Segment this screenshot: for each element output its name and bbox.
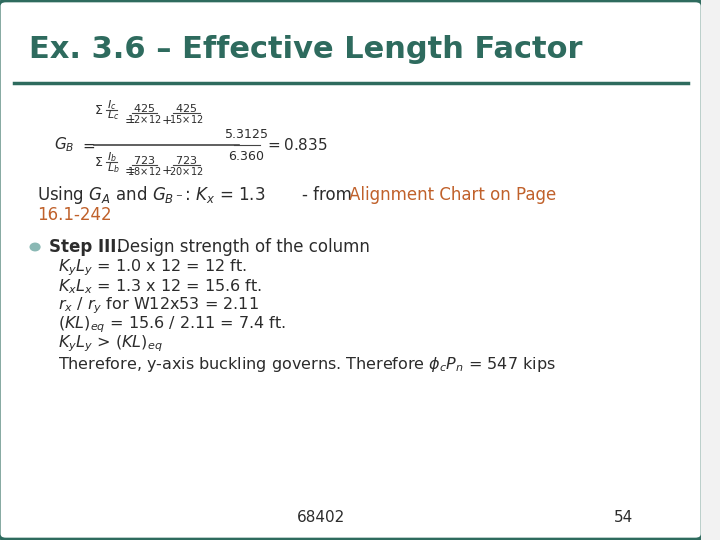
- Text: $K_x L_x$ = 1.3 x 12 = 15.6 ft.: $K_x L_x$ = 1.3 x 12 = 15.6 ft.: [58, 278, 263, 296]
- Text: $5.3125$: $5.3125$: [224, 129, 269, 141]
- Text: $= 0.835$: $= 0.835$: [265, 137, 328, 153]
- Text: $723$: $723$: [175, 154, 197, 166]
- Text: - from: - from: [302, 186, 357, 204]
- Text: $G_B\/$: $G_B\/$: [53, 136, 74, 154]
- Text: $I_b$: $I_b$: [107, 150, 117, 164]
- Text: Therefore, y-axis buckling governs. Therefore $\phi_c P_n$ = 547 kips: Therefore, y-axis buckling governs. Ther…: [58, 355, 556, 375]
- Circle shape: [30, 243, 40, 251]
- Text: $723$: $723$: [133, 154, 156, 166]
- Text: Alignment Chart on Page: Alignment Chart on Page: [348, 186, 556, 204]
- Text: $I_c$: $I_c$: [107, 98, 117, 112]
- Text: $L_b$: $L_b$: [107, 161, 120, 175]
- Text: $K_y L_y$ > $(KL)_{eq}$: $K_y L_y$ > $(KL)_{eq}$: [58, 334, 163, 354]
- Text: 68402: 68402: [297, 510, 346, 525]
- Text: $18\!\times\!12$: $18\!\times\!12$: [127, 165, 161, 177]
- Text: $=$: $=$: [122, 113, 135, 126]
- Text: $425$: $425$: [175, 102, 197, 114]
- Text: 16.1-242: 16.1-242: [37, 206, 112, 224]
- Text: $425$: $425$: [133, 102, 156, 114]
- Text: $=$: $=$: [80, 138, 96, 152]
- Text: $20\!\times\!12$: $20\!\times\!12$: [168, 165, 203, 177]
- Text: $+$: $+$: [161, 113, 172, 126]
- Text: Step III.: Step III.: [49, 238, 122, 256]
- Text: $=$: $=$: [122, 164, 135, 177]
- FancyBboxPatch shape: [0, 1, 703, 539]
- Text: $(KL)_{eq}$ = 15.6 / 2.11 = 7.4 ft.: $(KL)_{eq}$ = 15.6 / 2.11 = 7.4 ft.: [58, 315, 287, 335]
- Text: $\Sigma$: $\Sigma$: [94, 156, 104, 168]
- Text: Ex. 3.6 – Effective Length Factor: Ex. 3.6 – Effective Length Factor: [30, 36, 582, 64]
- Text: $K_y L_y$ = 1.0 x 12 = 12 ft.: $K_y L_y$ = 1.0 x 12 = 12 ft.: [58, 258, 248, 278]
- Text: 54: 54: [613, 510, 633, 525]
- Text: $15\!\times\!12$: $15\!\times\!12$: [168, 113, 203, 125]
- Text: Using $G_A$ and $G_{B^-}$: $K_x$ = 1.3: Using $G_A$ and $G_{B^-}$: $K_x$ = 1.3: [37, 184, 266, 206]
- Text: Design strength of the column: Design strength of the column: [117, 238, 370, 256]
- Text: $12\!\times\!12$: $12\!\times\!12$: [127, 113, 161, 125]
- Text: $6.360$: $6.360$: [228, 150, 265, 163]
- Text: $L_c$: $L_c$: [107, 108, 120, 122]
- Text: $+$: $+$: [161, 164, 172, 177]
- Text: $r_x$ / $r_y$ for W12x53 = 2.11: $r_x$ / $r_y$ for W12x53 = 2.11: [58, 296, 259, 316]
- Text: $\Sigma$: $\Sigma$: [94, 104, 104, 117]
